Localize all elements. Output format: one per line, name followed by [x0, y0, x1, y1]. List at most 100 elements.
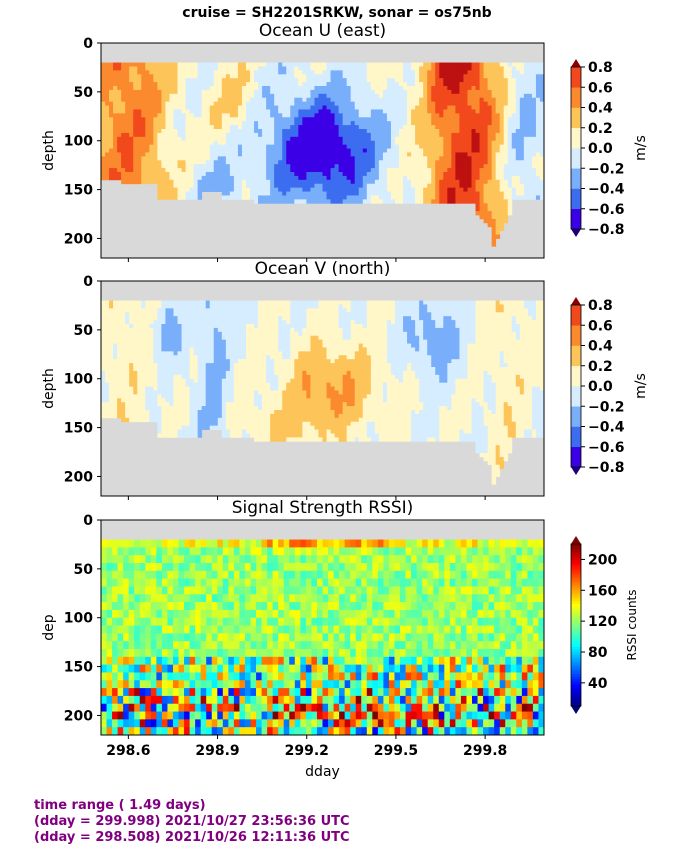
cell — [507, 168, 513, 173]
cell — [225, 97, 231, 103]
cell — [213, 370, 219, 376]
cell — [217, 406, 223, 411]
cell — [201, 417, 207, 423]
cell — [487, 148, 493, 153]
cell — [258, 78, 263, 83]
cell — [169, 172, 174, 177]
cell — [294, 125, 299, 130]
cell — [101, 109, 106, 114]
cell — [225, 132, 231, 138]
cell — [221, 86, 227, 91]
colorbar: 0.80.60.40.20.0−0.2−0.4−0.6−0.8m/s — [570, 59, 649, 238]
cell — [250, 93, 255, 99]
cell — [197, 324, 203, 329]
cell — [177, 93, 182, 99]
cell — [101, 132, 106, 138]
cell — [523, 86, 529, 91]
cell — [330, 195, 335, 200]
cell — [197, 101, 203, 106]
cell — [463, 191, 468, 196]
cell — [475, 191, 480, 196]
cell — [145, 66, 150, 71]
cell — [262, 160, 267, 165]
cell — [523, 101, 529, 106]
cell — [342, 129, 348, 134]
cell — [318, 199, 323, 204]
cell — [197, 394, 203, 399]
cell — [165, 117, 170, 122]
cell — [507, 78, 513, 83]
cell — [455, 62, 460, 67]
cell — [145, 144, 150, 149]
cell — [282, 74, 287, 79]
cell — [169, 406, 174, 411]
cell — [177, 398, 182, 403]
cell — [427, 179, 432, 185]
cell — [205, 339, 211, 344]
cell — [161, 339, 166, 344]
cell — [415, 89, 420, 95]
cell — [358, 97, 364, 103]
cell — [483, 105, 489, 110]
cell — [245, 125, 251, 130]
cell — [463, 86, 468, 91]
cell — [539, 168, 545, 173]
cell — [350, 82, 356, 87]
cell — [419, 101, 424, 106]
cell — [314, 199, 319, 204]
cell — [254, 140, 259, 146]
cell — [173, 70, 178, 75]
cell — [471, 152, 476, 157]
cell — [427, 168, 432, 173]
cell — [366, 140, 372, 146]
cell — [427, 172, 432, 177]
cell — [374, 175, 380, 181]
cell — [233, 132, 239, 138]
cell — [378, 70, 384, 75]
cell — [225, 316, 231, 321]
cell — [467, 117, 472, 122]
cell — [286, 136, 291, 142]
cell — [531, 160, 537, 165]
cell — [539, 105, 545, 110]
cell — [241, 195, 247, 200]
cell — [491, 148, 497, 153]
cell — [185, 390, 190, 395]
cell — [382, 70, 388, 75]
cell — [378, 109, 384, 114]
cell — [326, 156, 331, 161]
cell — [173, 152, 178, 157]
cell — [334, 121, 340, 126]
cell — [193, 168, 199, 173]
cell — [205, 129, 211, 134]
cell — [479, 117, 484, 122]
cell — [342, 195, 348, 200]
cell — [205, 378, 211, 384]
cell — [322, 152, 327, 157]
cell — [491, 191, 497, 196]
cell — [499, 140, 505, 146]
cell — [101, 331, 106, 337]
cell — [354, 172, 360, 177]
cell — [435, 70, 440, 75]
cell — [133, 386, 138, 391]
y-axis-label: depth — [41, 130, 57, 171]
cell — [133, 327, 138, 333]
cell — [451, 62, 456, 67]
cell — [153, 374, 158, 380]
cell — [133, 398, 138, 403]
cell — [145, 343, 150, 348]
cell — [266, 105, 271, 110]
cell — [258, 105, 263, 110]
cell — [165, 316, 170, 321]
cell — [161, 125, 166, 130]
cell — [145, 331, 150, 337]
cell — [157, 394, 162, 399]
cell — [121, 129, 126, 134]
cell — [177, 351, 182, 356]
cell — [386, 179, 392, 185]
cell — [157, 421, 162, 427]
cell — [121, 402, 126, 407]
cell — [117, 86, 122, 91]
cell — [101, 316, 106, 321]
